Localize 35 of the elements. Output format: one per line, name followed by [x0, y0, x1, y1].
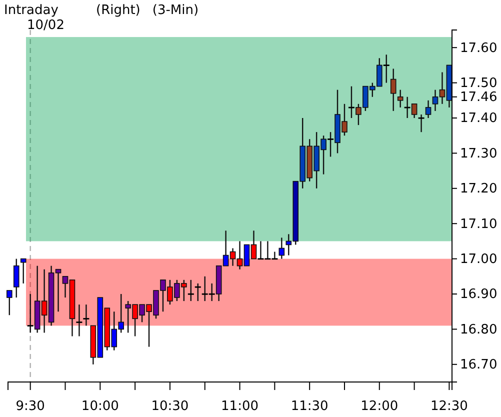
y-tick-label: 17.00: [460, 252, 498, 267]
x-tick-label: 9:30: [16, 398, 45, 414]
candlestick: [411, 103, 418, 119]
candlestick: [390, 68, 396, 112]
x-tick-label: 12:30: [430, 398, 468, 414]
candlestick: [418, 114, 424, 133]
candlestick: [397, 89, 404, 108]
candlestick: [20, 258, 26, 284]
candlestick: [13, 258, 20, 298]
x-tick-label: 12:00: [360, 398, 398, 414]
candlestick: [278, 237, 285, 260]
x-tick-label: 10:30: [151, 398, 189, 414]
chart-title: Intraday: [4, 3, 59, 18]
candlestick: [83, 304, 90, 326]
candlestick: [6, 290, 12, 316]
y-tick-label: 17.46: [460, 90, 498, 106]
x-tick-label: 10:00: [81, 398, 119, 414]
candlestick: [194, 282, 201, 302]
y-tick-label: 17.30: [460, 146, 498, 162]
y-tick-label: 17.60: [460, 40, 498, 56]
y-tick-label: 17.40: [460, 111, 498, 126]
x-tick-label: 11:30: [290, 398, 328, 414]
text: (3-Min): [152, 3, 199, 18]
candlestick: [425, 100, 432, 119]
x-tick-label: 11:00: [221, 398, 259, 414]
y-tick-label: 17.10: [460, 216, 498, 232]
candlestick: [76, 304, 82, 337]
chart-subtitle: 10/02: [27, 18, 64, 33]
y-tick-label: 16.80: [460, 322, 498, 338]
candlestick: [188, 279, 194, 302]
y-tick-label: 16.70: [460, 358, 498, 373]
y-tick-label: 17.50: [460, 76, 498, 91]
y-tick-label: 17.20: [460, 182, 498, 197]
y-tick-label: 16.90: [460, 287, 498, 302]
text: (Right): [96, 3, 140, 18]
